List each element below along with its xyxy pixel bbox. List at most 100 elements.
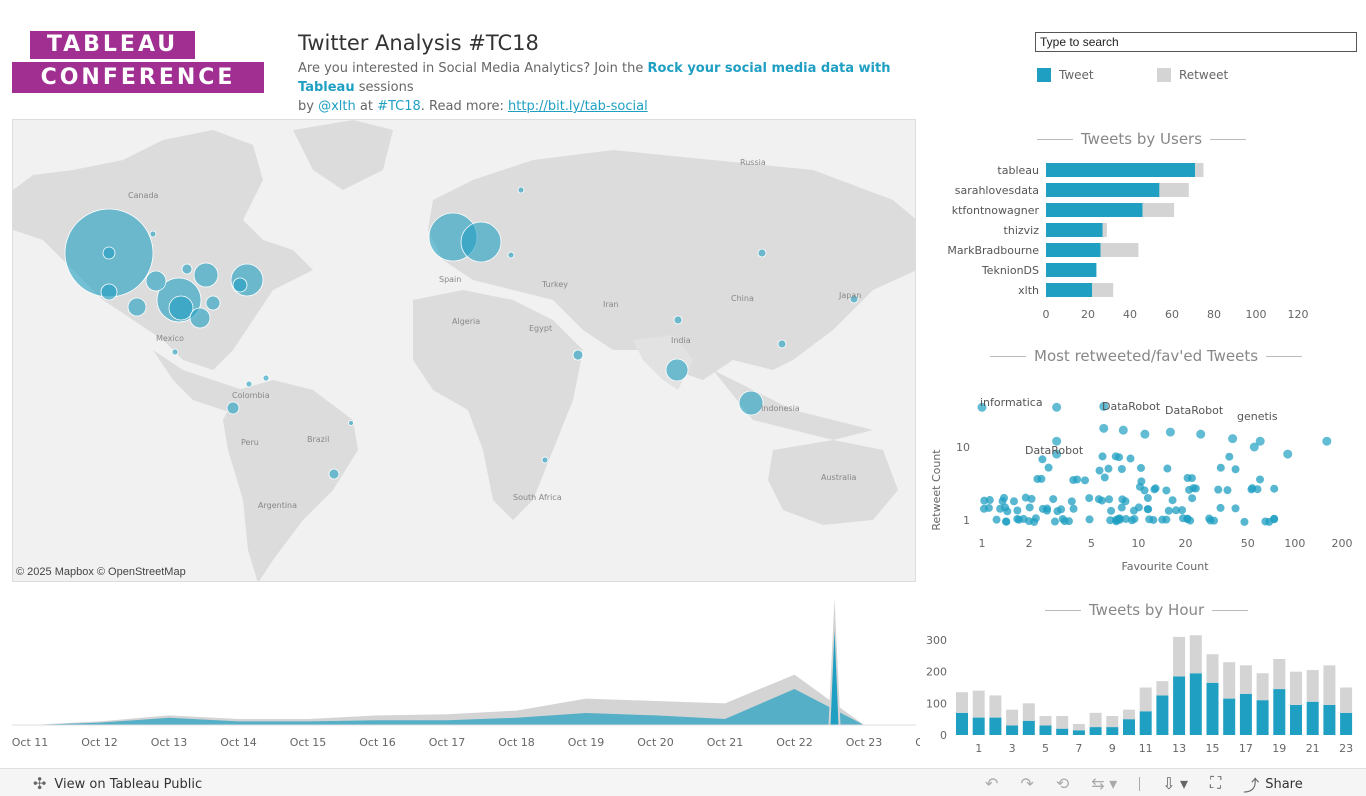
hour-axis-xtick: 5 (1042, 742, 1049, 755)
map-credit: © 2025 Mapbox © OpenStreetMap (16, 566, 186, 578)
undo-icon[interactable]: ↶ (985, 776, 999, 793)
desc-text: Are you interested in Social Media Analy… (298, 61, 648, 76)
map-label-colombia: Colombia (232, 391, 270, 400)
scatter-point (984, 503, 993, 512)
retweet-favourite-scatter[interactable]: Retweet Count Favourite Count 10 11 2 5 10 20 50… (930, 372, 1360, 578)
read-more-link[interactable]: http://bit.ly/tab-social (508, 99, 648, 114)
hour-retweet-bar (1173, 636, 1186, 677)
refresh-icon[interactable]: ⇆ ▾ (1091, 776, 1118, 793)
scatter-point (1231, 504, 1240, 513)
share-button[interactable]: ⤴ Share (1243, 772, 1303, 796)
map-label-turkey: Turkey (541, 280, 568, 289)
legend-retweet[interactable]: Retweet (1157, 68, 1228, 82)
scatter-point (1225, 452, 1234, 461)
hour-tweet-bar (1139, 711, 1152, 735)
scatter-point (1283, 449, 1293, 459)
tweets-timeline-chart[interactable]: Oct 11 Oct 12 Oct 13 Oct 14 Oct 15 Oct 16 Oct … (0, 590, 920, 752)
scatter-point (1069, 476, 1078, 485)
fullscreen-icon[interactable]: ⛶ (1210, 775, 1222, 792)
desc-text: . Read more: (420, 99, 509, 114)
search-input[interactable]: Type to search (1035, 32, 1357, 52)
map-label-mexico: Mexico (156, 334, 184, 343)
scatter-xtick: 5 (1088, 537, 1095, 550)
scatter-point (1162, 486, 1171, 495)
session-name: Rock your social media data with Tableau (298, 61, 891, 95)
hour-axis-xtick: 23 (1339, 742, 1353, 755)
hour-tweet-bar (1290, 704, 1302, 735)
hour-retweet-bar (989, 695, 1002, 718)
map-label-brazil: Brazil (307, 435, 329, 444)
hour-retweet-bar (1072, 723, 1085, 731)
map-label-iran: Iran (603, 300, 619, 309)
scatter-point (1100, 473, 1109, 482)
timeline-xtick: Oct 23 (846, 736, 883, 749)
hour-tweet-bar (956, 712, 968, 735)
scatter-xtick: 20 (1179, 537, 1193, 550)
hour-retweet-bar (1306, 670, 1319, 702)
scatter-point (1206, 516, 1215, 525)
scatter-point (1189, 484, 1198, 493)
tweet-bubbles (64, 186, 859, 480)
scatter-point (1223, 486, 1232, 495)
scatter-point (1009, 497, 1018, 506)
hour-retweet-bar (1089, 712, 1102, 728)
scatter-point (1085, 494, 1094, 503)
timeline-xtick: Oct 18 (498, 736, 535, 749)
scatter-point (1247, 485, 1256, 494)
scatter-point (1216, 503, 1225, 512)
scatter-point (1107, 506, 1116, 515)
hour-retweet-bar (1006, 709, 1019, 726)
scatter-point (1044, 463, 1053, 472)
user-retweet-bar (1100, 243, 1139, 257)
scatter-point (1118, 495, 1127, 504)
map-label-spain: Spain (439, 275, 461, 284)
scatter-point (1027, 494, 1036, 503)
scatter-point (1228, 434, 1238, 444)
tweets-by-users-chart[interactable]: tableau sarahlovesdata ktfontnowagner thizv… (938, 158, 1318, 326)
map-label-egypt: Egypt (529, 324, 552, 333)
hour-axis-ytick: 200 (926, 666, 947, 679)
scatter-annotation: genetis (1237, 410, 1278, 423)
map-label-australia: Australia (821, 473, 856, 482)
scatter-point (1168, 496, 1177, 505)
scatter-point (1013, 506, 1022, 515)
hour-tweet-bar (1072, 730, 1085, 735)
scatter-xtick: 10 (1131, 537, 1145, 550)
user-retweet-bar (1142, 203, 1175, 217)
tableau-plus-icon: ✣ (33, 776, 47, 793)
map-label-china: China (731, 294, 754, 303)
scatter-point (1025, 503, 1034, 512)
revert-icon[interactable]: ⟲ (1055, 776, 1070, 793)
author-handle[interactable]: @xlth (318, 99, 356, 114)
scatter-point (1052, 402, 1062, 412)
tweet-map[interactable]: Russia Canada Spain Turkey Iran China Ja… (12, 119, 916, 582)
legend-tweet[interactable]: Tweet (1037, 68, 1094, 82)
hour-tweet-bar (1156, 695, 1169, 735)
user-label: sarahlovesdata (955, 184, 1039, 197)
hour-tweet-bar (1039, 725, 1052, 735)
scatter-point (1270, 515, 1279, 524)
scatter-ytick: 10 (956, 441, 970, 454)
scatter-xlabel: Favourite Count (1121, 560, 1209, 573)
user-tweet-bar (1046, 203, 1143, 217)
hour-retweet-bar (1022, 703, 1035, 721)
hour-tweet-bar (1306, 701, 1319, 735)
scatter-point (1270, 484, 1279, 493)
map-label-canada: Canada (128, 191, 159, 200)
scatter-point (1038, 455, 1047, 464)
view-on-tableau-public-button[interactable]: ✣ View on Tableau Public (33, 774, 202, 794)
hashtag[interactable]: #TC18 (377, 99, 421, 114)
download-icon[interactable]: ⇩ ▾ (1162, 776, 1188, 793)
users-chart-title: Tweets by Users (1037, 130, 1247, 148)
scatter-point (1165, 427, 1175, 437)
hour-tweet-bar (1340, 712, 1353, 735)
hour-tweet-bar (1256, 700, 1269, 735)
timeline-xtick: Oct 20 (637, 736, 674, 749)
user-retweet-bar (1195, 163, 1204, 177)
hour-retweet-bar (1123, 709, 1135, 720)
timeline-xtick: Oct 17 (429, 736, 466, 749)
map-label-south-africa: South Africa (513, 493, 562, 502)
hour-tweet-bar (989, 717, 1002, 735)
redo-icon[interactable]: ↷ (1020, 776, 1034, 793)
